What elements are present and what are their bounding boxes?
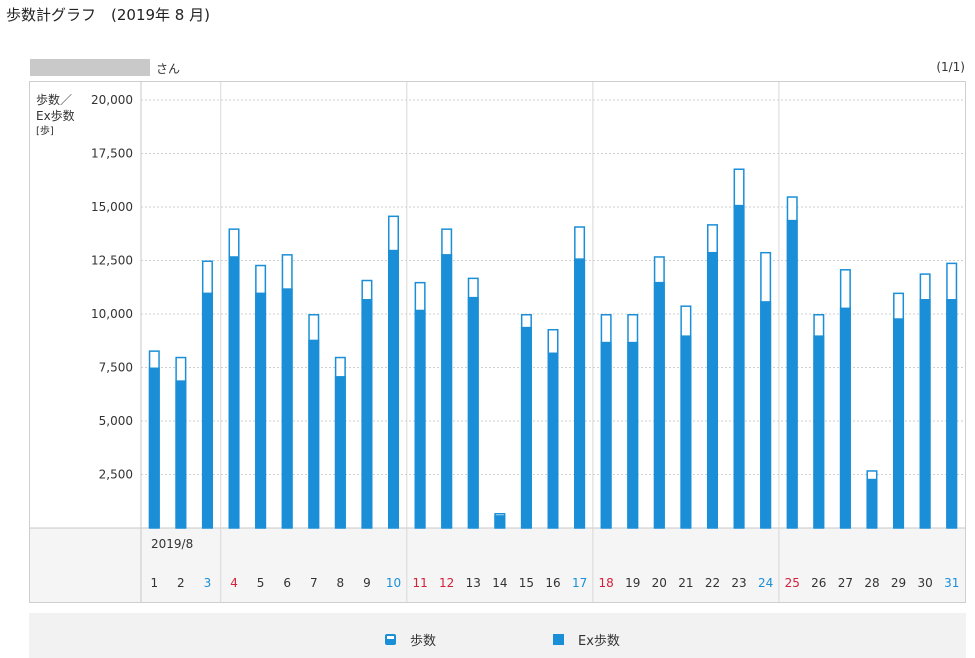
y-tick-label: 20,000 (91, 93, 133, 107)
y-tick-label: 7,500 (99, 361, 133, 375)
ex-steps-bar (733, 204, 745, 529)
x-tick-label: 5 (257, 576, 265, 590)
y-axis-label: Ex歩数 (36, 108, 75, 123)
x-tick-label: 1 (150, 576, 158, 590)
ex-steps-bar (414, 309, 426, 528)
x-tick-label: 23 (731, 576, 746, 590)
ex-steps-bar (334, 376, 346, 528)
ex-steps-bar (653, 281, 665, 528)
ex-steps-bar (893, 318, 905, 528)
ex-steps-bar (946, 299, 958, 528)
y-axis-label: [歩] (36, 124, 54, 137)
x-tick-label: 6 (283, 576, 291, 590)
category-axis-background (30, 528, 965, 602)
x-tick-label: 13 (466, 576, 481, 590)
ex-steps-bar (813, 335, 825, 528)
ex-steps-bar (706, 251, 718, 528)
y-tick-label: 5,000 (99, 414, 133, 428)
ex-steps-bar (600, 341, 612, 528)
ex-steps-bar (574, 258, 586, 528)
ex-steps-bar (494, 515, 506, 528)
ex-steps-bar (281, 288, 293, 528)
x-tick-label: 10 (386, 576, 401, 590)
page-title: 歩数計グラフ (2019年 8 月) (6, 6, 210, 24)
x-tick-label: 3 (204, 576, 212, 590)
ex-steps-bar (547, 352, 559, 528)
ex-steps-bar (228, 256, 240, 528)
x-tick-label: 21 (678, 576, 693, 590)
ex-steps-bar (148, 367, 160, 528)
chart-legend: 歩数 Ex歩数 (29, 613, 966, 658)
x-tick-label: 4 (230, 576, 238, 590)
x-tick-label: 27 (838, 576, 853, 590)
legend-item-ex-steps: Ex歩数 (553, 630, 620, 649)
ex-steps-bar (255, 292, 267, 528)
x-tick-label: 8 (337, 576, 345, 590)
x-tick-label: 2 (177, 576, 185, 590)
y-tick-label: 10,000 (91, 307, 133, 321)
legend-item-steps: 歩数 (385, 630, 436, 649)
y-tick-label: 15,000 (91, 200, 133, 214)
user-name-suffix: さん (156, 62, 181, 76)
x-tick-label: 12 (439, 576, 454, 590)
x-tick-label: 17 (572, 576, 587, 590)
x-tick-label: 20 (652, 576, 667, 590)
ex-steps-bar (627, 341, 639, 528)
x-tick-label: 15 (519, 576, 534, 590)
ex-steps-bar (786, 219, 798, 528)
x-tick-label: 22 (705, 576, 720, 590)
ex-steps-bar (680, 335, 692, 528)
ex-steps-bar (441, 254, 453, 528)
ex-steps-bar (467, 296, 479, 528)
legend-label-ex-steps: Ex歩数 (578, 634, 620, 649)
ex-steps-bar (760, 301, 772, 528)
x-tick-label: 28 (864, 576, 879, 590)
x-tick-label: 30 (917, 576, 932, 590)
x-tick-label: 11 (412, 576, 427, 590)
y-tick-label: 2,500 (99, 468, 133, 482)
ex-steps-bar (175, 380, 187, 528)
x-tick-label: 31 (944, 576, 959, 590)
ex-steps-bar (866, 478, 878, 528)
ex-steps-bar (919, 299, 931, 528)
steps-legend-icon (385, 634, 396, 645)
x-tick-label: 18 (599, 576, 614, 590)
x-tick-label: 29 (891, 576, 906, 590)
month-label: 2019/8 (151, 537, 193, 551)
y-tick-label: 12,500 (91, 254, 133, 268)
user-name-placeholder (30, 59, 150, 76)
y-tick-label: 17,500 (91, 147, 133, 161)
step-count-chart: 2,500 5,000 7,500 10,000 12,500 15,000 17,500 2… (30, 82, 965, 602)
x-tick-label: 9 (363, 576, 371, 590)
legend-label-steps: 歩数 (410, 634, 437, 649)
page-indicator: (1/1) (936, 60, 965, 74)
ex-steps-bar (308, 339, 320, 528)
ex-steps-bar (520, 326, 532, 528)
x-tick-label: 25 (785, 576, 800, 590)
x-tick-label: 14 (492, 576, 507, 590)
x-tick-label: 19 (625, 576, 640, 590)
ex-steps-bar (201, 292, 213, 528)
x-tick-label: 26 (811, 576, 826, 590)
x-tick-label: 24 (758, 576, 773, 590)
ex-steps-bar (839, 307, 851, 528)
y-axis-label: 歩数／ (36, 92, 72, 107)
chart-frame: 2,500 5,000 7,500 10,000 12,500 15,000 17,500 2… (29, 81, 966, 603)
ex-steps-bar (388, 249, 400, 529)
x-tick-label: 16 (545, 576, 560, 590)
ex-steps-legend-icon (553, 634, 564, 645)
ex-steps-bar (361, 299, 373, 528)
x-tick-label: 7 (310, 576, 318, 590)
